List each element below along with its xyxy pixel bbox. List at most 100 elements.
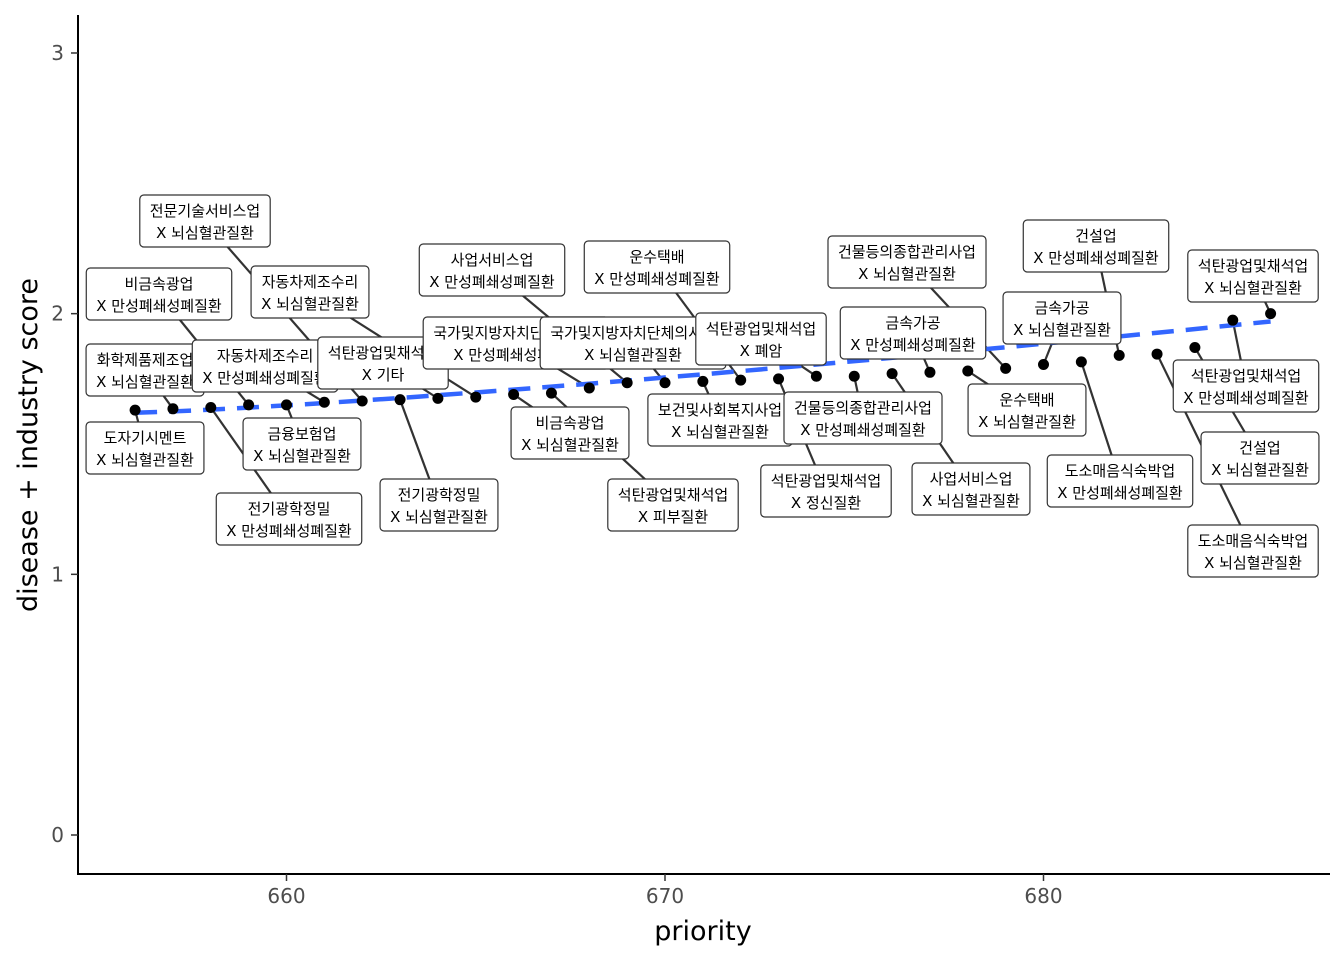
point-label: 건물등의종합관리사업 X 뇌심혈관질환 xyxy=(827,235,987,289)
data-point xyxy=(508,388,520,400)
point-label: 전기광학정밀 X 만성폐쇄성폐질환 xyxy=(215,492,363,546)
point-label: 사업서비스업 X 뇌심혈관질환 xyxy=(911,462,1031,516)
point-label: 운수택배 X 만성폐쇄성폐질환 xyxy=(583,240,731,294)
point-label-industry: 운수택배 xyxy=(629,248,684,266)
point-label-disease: X 만성폐쇄성폐질환 xyxy=(1183,389,1309,407)
point-label: 전기광학정밀 X 뇌심혈관질환 xyxy=(379,478,499,532)
data-point xyxy=(205,402,217,414)
point-label-industry: 사업서비스업 xyxy=(930,470,1013,488)
point-label-industry: 건물등의종합관리사업 xyxy=(794,399,932,417)
point-label: 건설업 X 뇌심혈관질환 xyxy=(1200,431,1320,485)
x-tick-label: 660 xyxy=(267,884,305,908)
data-point xyxy=(886,368,898,380)
point-label-disease: X 뇌심혈관질환 xyxy=(584,346,682,364)
point-label-industry: 건설업 xyxy=(1075,227,1116,245)
point-label-box xyxy=(418,243,566,297)
point-label-industry: 전기광학정밀 xyxy=(248,500,331,518)
point-label-box xyxy=(1172,359,1320,413)
point-label-industry: 석탄광업및채석업 xyxy=(328,344,438,362)
data-point xyxy=(243,399,255,411)
point-label-disease: X 뇌심혈관질환 xyxy=(96,373,194,391)
point-label-box xyxy=(85,267,233,321)
point-label: 석탄광업및채석업 X 피부질환 xyxy=(607,478,739,532)
y-tick-label: 3 xyxy=(51,41,64,65)
point-label-disease: X 만성폐쇄성폐질환 xyxy=(96,297,222,315)
data-point xyxy=(1113,349,1125,361)
point-label-disease: X 만성폐쇄성폐질환 xyxy=(850,336,976,354)
point-label-industry: 석탄광업및채석업 xyxy=(771,472,881,490)
point-label: 보건및사회복지사업 X 뇌심혈관질환 xyxy=(647,393,793,447)
point-label-box xyxy=(1046,454,1194,508)
point-label: 석탄광업및채석업 X 기타 xyxy=(317,336,449,390)
point-label-disease: X 기타 xyxy=(362,366,405,384)
data-point xyxy=(773,373,785,385)
point-label-industry: 도소매음식숙박업 xyxy=(1198,532,1308,550)
point-label-disease: X 뇌심혈관질환 xyxy=(1204,279,1302,297)
point-label-disease: X 만성폐쇄성폐질환 xyxy=(594,270,720,288)
data-point xyxy=(1151,348,1163,360)
point-label: 금속가공 X 뇌심혈관질환 xyxy=(1002,291,1122,345)
point-label-disease: X 뇌심혈관질환 xyxy=(858,265,956,283)
point-label-box xyxy=(583,240,731,294)
point-label: 사업서비스업 X 만성폐쇄성폐질환 xyxy=(418,243,566,297)
data-point xyxy=(1000,362,1012,374)
point-label: 석탄광업및채석업 X 뇌심혈관질환 xyxy=(1187,249,1319,303)
data-point xyxy=(1189,342,1201,354)
point-label-disease: X 만성폐쇄성폐질환 xyxy=(429,273,555,291)
point-label-box xyxy=(911,462,1031,516)
point-label-industry: 석탄광업및채석업 xyxy=(1198,257,1308,275)
point-label-industry: 건설업 xyxy=(1239,439,1280,457)
point-label-industry: 전문기술서비스업 xyxy=(150,202,260,220)
point-label-industry: 석탄광업및채석업 xyxy=(1191,367,1301,385)
point-label-industry: 석탄광업및채석업 xyxy=(618,486,728,504)
point-label-disease: X 뇌심혈관질환 xyxy=(96,451,194,469)
point-label-disease: X 만성폐쇄성폐질환 xyxy=(800,421,926,439)
point-label: 금융보험업 X 뇌심혈관질환 xyxy=(242,417,362,471)
point-label-industry: 도소매음식숙박업 xyxy=(1065,462,1175,480)
point-label-disease: X 뇌심혈관질환 xyxy=(156,224,254,242)
point-label-box xyxy=(1002,291,1122,345)
point-label-industry: 석탄광업및채석업 xyxy=(706,320,816,338)
data-points xyxy=(129,308,1277,416)
data-point xyxy=(962,365,974,377)
data-point xyxy=(318,396,330,408)
data-point xyxy=(167,403,179,415)
point-label-box xyxy=(827,235,987,289)
y-tick-label: 1 xyxy=(51,562,64,586)
y-tick-label: 2 xyxy=(51,302,64,326)
data-point xyxy=(281,399,292,411)
point-label-disease: X 피부질환 xyxy=(638,508,708,526)
point-label-disease: X 뇌심혈관질환 xyxy=(390,508,488,526)
point-label: 자동차제조수리 X 뇌심혈관질환 xyxy=(250,265,370,319)
point-label-industry: 자동차제조수리 xyxy=(262,273,359,291)
point-label-industry: 도자기시멘트 xyxy=(104,429,187,447)
point-label-disease: X 만성폐쇄성폐질환 xyxy=(1057,484,1183,502)
point-label-industry: 화학제품제조업 xyxy=(97,351,194,369)
data-point xyxy=(1265,308,1277,320)
point-label: 석탄광업및채석업 X 폐암 xyxy=(695,312,827,366)
point-label-industry: 금속가공 xyxy=(1034,299,1089,317)
data-point xyxy=(659,377,671,389)
data-point xyxy=(924,366,936,378)
data-point xyxy=(697,375,709,387)
point-label: 건물등의종합관리사업 X 만성폐쇄성폐질환 xyxy=(783,391,943,445)
point-label-box xyxy=(1187,524,1319,578)
point-label-industry: 보건및사회복지사업 xyxy=(658,401,782,419)
point-label-industry: 운수택배 xyxy=(999,391,1054,409)
data-point xyxy=(583,382,595,394)
x-tick-label: 680 xyxy=(1024,884,1062,908)
point-label-box xyxy=(695,312,827,366)
x-tick-label: 670 xyxy=(646,884,684,908)
data-point xyxy=(470,391,482,403)
point-label-box xyxy=(1200,431,1320,485)
point-label-box xyxy=(1022,219,1170,273)
point-label-disease: X 뇌심혈관질환 xyxy=(253,447,351,465)
data-point xyxy=(432,392,444,404)
point-label: 비금속광업 X 뇌심혈관질환 xyxy=(510,406,630,460)
point-label-box xyxy=(215,492,363,546)
point-label-disease: X 뇌심혈관질환 xyxy=(1204,554,1302,572)
point-label-disease: X 뇌심혈관질환 xyxy=(261,295,359,313)
point-label-box xyxy=(242,417,362,471)
